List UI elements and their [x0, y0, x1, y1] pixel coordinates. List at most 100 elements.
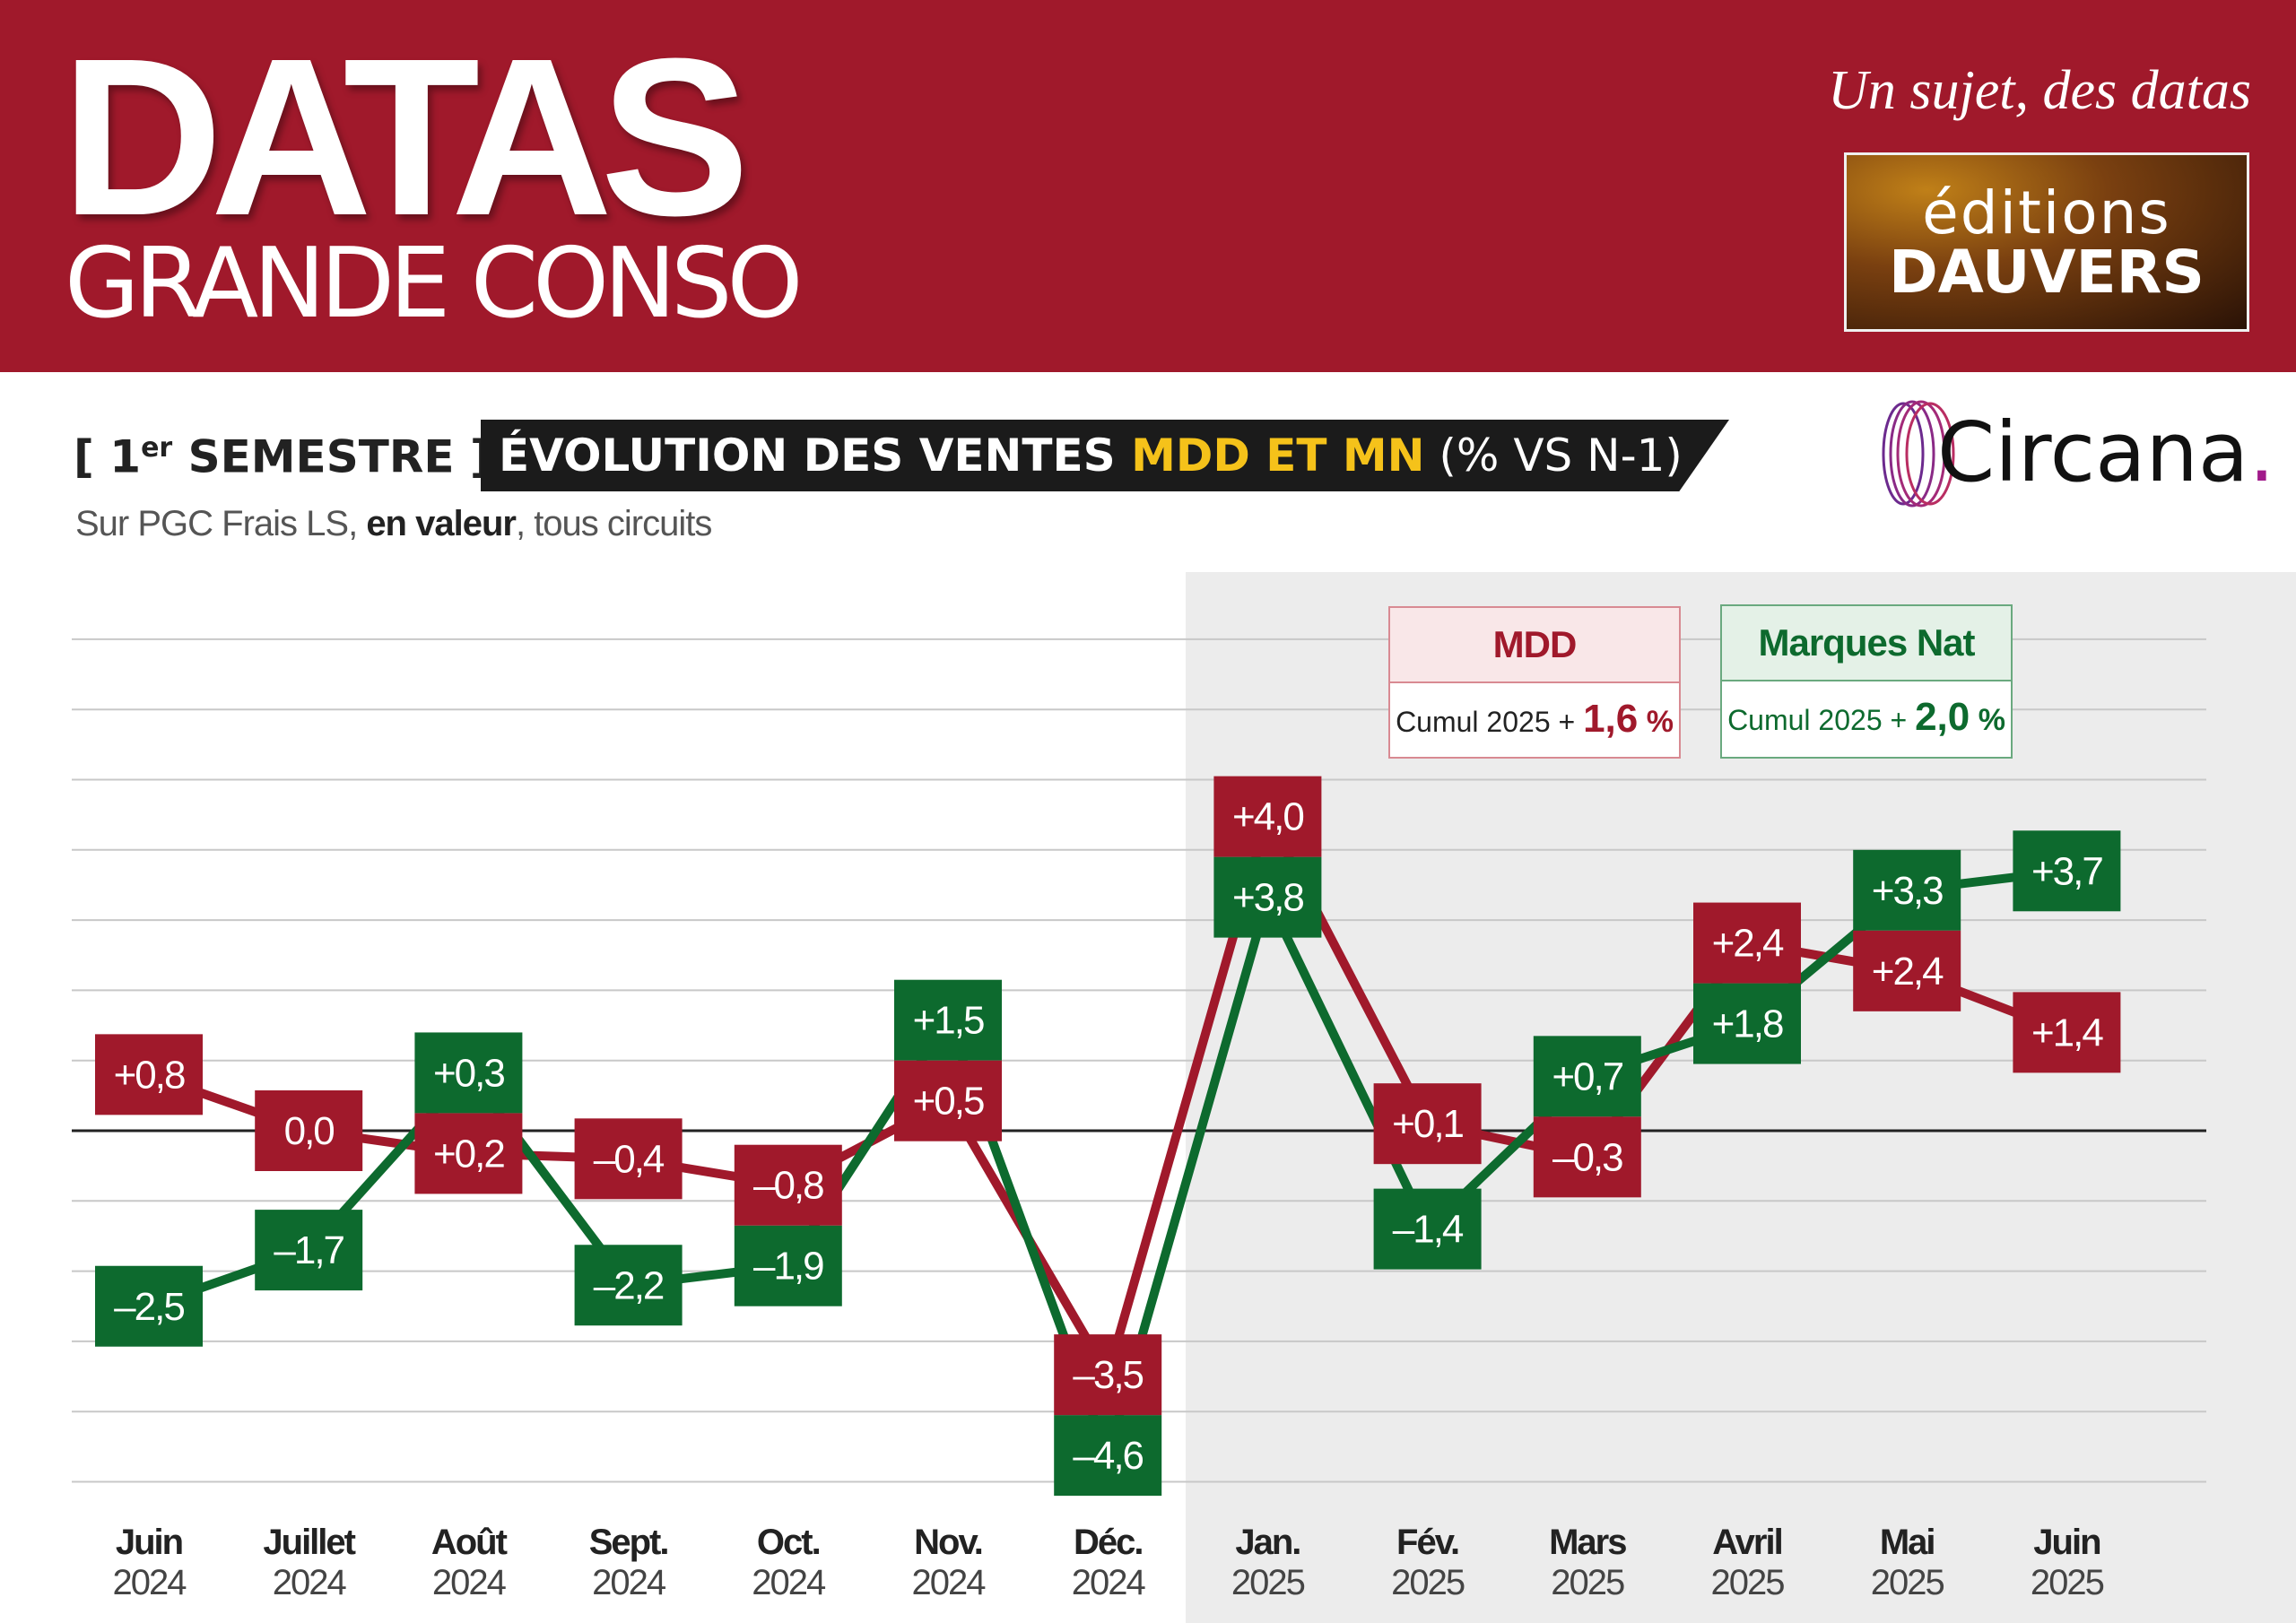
- x-tick-month: Déc.: [1074, 1523, 1143, 1562]
- x-tick-year: 2024: [432, 1563, 507, 1602]
- data-point-mn: [414, 1032, 523, 1114]
- x-tick-month: Nov.: [914, 1523, 982, 1562]
- x-tick-month: Juin: [116, 1523, 182, 1562]
- x-axis: Juin2024Juillet2024Août2024Sept.2024Oct.…: [113, 1523, 2106, 1602]
- data-label-mn: +1,5: [913, 999, 984, 1043]
- data-label-mdd: +2,4: [1712, 922, 1784, 966]
- chart-subtitle: Sur PGC Frais LS, en valeur, tous circui…: [75, 504, 712, 543]
- data-label-mdd: +4,0: [1232, 795, 1303, 839]
- x-tick-month: Avril: [1712, 1523, 1781, 1562]
- period-label: [ 1er SEMESTRE ]: [74, 430, 491, 483]
- data-label-mn: –1,7: [274, 1228, 344, 1272]
- x-tick-year: 2024: [1072, 1563, 1146, 1602]
- x-tick-year: 2025: [1391, 1563, 1465, 1602]
- data-point-mn: [574, 1245, 683, 1326]
- x-tick-month: Mars: [1549, 1523, 1626, 1562]
- data-point-mdd: [574, 1118, 683, 1200]
- data-point-mdd: [1054, 1334, 1162, 1416]
- data-point-mdd: [894, 1060, 1002, 1141]
- data-point-mn: [1693, 983, 1801, 1064]
- x-tick-month: Juillet: [263, 1523, 355, 1562]
- data-label-mn: –4,6: [1073, 1434, 1143, 1478]
- data-point-mn: [95, 1265, 203, 1347]
- x-tick-month: Fév.: [1396, 1523, 1458, 1562]
- data-label-mn: +3,7: [2031, 849, 2102, 893]
- data-label-mdd: +0,5: [913, 1080, 984, 1124]
- publisher-logo-line1: éditions: [1922, 178, 2171, 247]
- data-point-mdd: [1533, 1116, 1641, 1198]
- data-point-mdd: [95, 1034, 203, 1115]
- x-tick-year: 2025: [1711, 1563, 1785, 1602]
- data-label-mdd: +0,2: [433, 1132, 504, 1176]
- x-tick-month: Mai: [1880, 1523, 1935, 1562]
- data-label-mn: +3,8: [1232, 876, 1303, 920]
- data-point-mdd: [1853, 930, 1961, 1011]
- legend-mn-title: Marques Nat: [1722, 606, 2011, 681]
- data-labels: –2,5 –1,7 +0,3 –2,2 –1,9 +1,5 –4,6 +3,8 –1,4 +0,7…: [95, 776, 2121, 1497]
- data-label-mn: –2,2: [594, 1263, 664, 1307]
- tagline: Un sujet, des datas: [1828, 60, 2251, 121]
- x-tick-month: Oct.: [757, 1523, 820, 1562]
- legend-mn-cumul: Cumul 2025 + 2,0 %: [1727, 695, 2005, 739]
- header-banner: DATAS GRANDE CONSO Un sujet, des datas é…: [0, 0, 2296, 372]
- data-label-mdd: +1,4: [2031, 1011, 2103, 1055]
- x-tick-year: 2024: [912, 1563, 987, 1602]
- data-label-mdd: 0,0: [284, 1109, 335, 1153]
- x-tick-year: 2025: [2031, 1563, 2104, 1602]
- data-point-mn: [734, 1225, 842, 1306]
- data-label-mn: +0,3: [433, 1051, 504, 1095]
- data-point-mn: [894, 979, 1002, 1061]
- x-tick-year: 2024: [592, 1563, 666, 1602]
- data-label-mdd: –3,5: [1073, 1353, 1143, 1397]
- data-point-mdd: [1213, 776, 1322, 857]
- data-label-mdd: –0,8: [753, 1164, 823, 1208]
- x-tick-year: 2024: [752, 1563, 826, 1602]
- data-point-mdd: [414, 1113, 523, 1194]
- source-name: Circana.: [1937, 404, 2275, 500]
- x-tick-year: 2025: [1871, 1563, 1944, 1602]
- brand-title: DATAS: [61, 12, 750, 262]
- data-point-mdd: [255, 1090, 363, 1171]
- data-label-mn: +1,8: [1712, 1002, 1783, 1046]
- rings-icon: [1882, 400, 1955, 508]
- data-label-mn: +3,3: [1872, 869, 1943, 913]
- data-point-mn: [1853, 849, 1961, 931]
- data-label-mn: –1,4: [1393, 1208, 1464, 1252]
- x-tick-year: 2024: [273, 1563, 347, 1602]
- data-point-mn: [1054, 1415, 1162, 1497]
- data-label-mdd: +0,1: [1392, 1102, 1463, 1146]
- data-point-mn: [1213, 856, 1322, 938]
- chart-title: ÉVOLUTION DES VENTES MDD ET MN (% VS N-1…: [499, 430, 1683, 482]
- chart-title-banner: ÉVOLUTION DES VENTES MDD ET MN (% VS N-1…: [481, 420, 1729, 491]
- data-label-mdd: +0,8: [114, 1053, 185, 1097]
- chart-title-unit: (% VS N-1): [1424, 430, 1683, 482]
- data-point-mdd: [1693, 902, 1801, 984]
- legend-mdd-cumul: Cumul 2025 + 1,6 %: [1396, 697, 1674, 741]
- x-tick-year: 2024: [113, 1563, 187, 1602]
- data-label-mdd: –0,4: [594, 1137, 665, 1181]
- data-label-mn: –2,5: [114, 1285, 184, 1329]
- legend-mn: Marques Nat Cumul 2025 + 2,0 %: [1720, 604, 2013, 759]
- publisher-logo: éditions DAUVERS: [1844, 152, 2249, 332]
- data-label-mn: –1,9: [753, 1245, 823, 1289]
- x-tick-month: Jan.: [1235, 1523, 1300, 1562]
- data-point-mdd: [2013, 992, 2121, 1073]
- data-point-mn: [1373, 1188, 1482, 1270]
- data-label-mn: +0,7: [1552, 1055, 1622, 1098]
- x-tick-month: Sept.: [589, 1523, 668, 1562]
- data-point-mn: [255, 1210, 363, 1291]
- legend-mdd-title: MDD: [1390, 608, 1679, 683]
- legend-mdd: MDD Cumul 2025 + 1,6 %: [1388, 606, 1681, 759]
- data-point-mdd: [734, 1144, 842, 1226]
- x-tick-month: Juin: [2033, 1523, 2100, 1562]
- data-label-mdd: +2,4: [1872, 950, 1944, 994]
- publisher-logo-line2: DAUVERS: [1889, 238, 2205, 307]
- data-label-mdd: –0,3: [1552, 1135, 1622, 1179]
- x-tick-year: 2025: [1231, 1563, 1305, 1602]
- source-logo: Circana.: [1857, 395, 2275, 511]
- data-point-mn: [1533, 1036, 1641, 1117]
- chart-title-highlight: MDD ET MN: [1131, 430, 1425, 482]
- x-tick-year: 2025: [1551, 1563, 1624, 1602]
- data-point-mdd: [1373, 1083, 1482, 1165]
